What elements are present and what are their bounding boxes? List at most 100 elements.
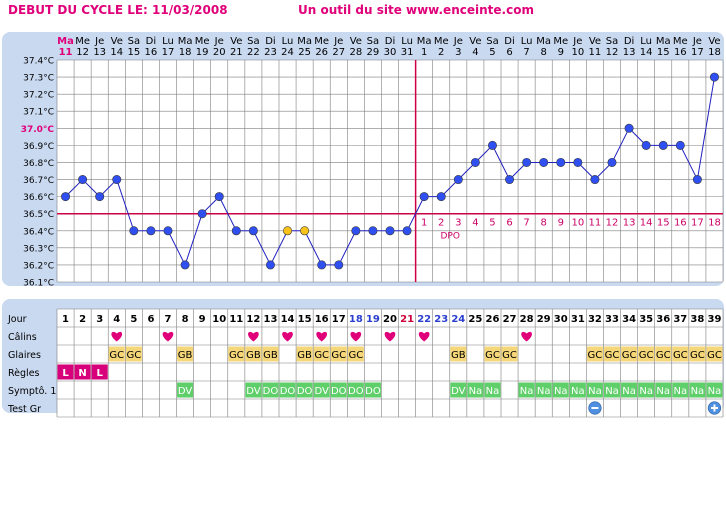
dpo-number: 7 [523, 218, 529, 229]
date-label: 20 [213, 47, 226, 58]
heart-icon [282, 331, 293, 342]
temperature-point [573, 157, 583, 167]
heart-icon [384, 331, 396, 342]
symptom-value: Na [486, 386, 500, 397]
weekday-label: Ma [178, 36, 193, 47]
site-credit: Un outil du site www.enceinte.com [298, 3, 534, 17]
weekday-label: Sa [606, 36, 618, 47]
temperature-point [368, 226, 378, 236]
symptom-value: DO [297, 386, 313, 397]
day-number: 15 [298, 314, 312, 325]
y-tick-label: 36.6°C [23, 193, 54, 203]
day-number: 5 [130, 314, 137, 325]
weekday-label: Ve [589, 36, 601, 47]
date-label: 17 [162, 47, 175, 58]
weekday-label: Sa [128, 36, 140, 47]
day-number: 21 [400, 314, 414, 325]
heart-icon [418, 331, 430, 342]
symptom-value: Na [571, 386, 585, 397]
dpo-number: 2 [438, 218, 444, 229]
weekday-label: Ve [350, 36, 362, 47]
weekday-label: Je [453, 36, 463, 47]
date-label: 11 [589, 47, 602, 58]
y-tick-label: 37.0°C [21, 125, 55, 135]
row-label: Jour [7, 314, 27, 325]
row-label: Glaires [8, 350, 41, 361]
symptom-cell [279, 382, 296, 398]
day-number: 3 [96, 314, 103, 325]
dpo-number: 18 [708, 218, 721, 229]
symptom-value: DO [331, 386, 347, 397]
symptom-cell [706, 382, 723, 398]
symptom-value: Na [605, 386, 619, 397]
weekday-label: Lu [401, 36, 413, 47]
regles-value: L [97, 368, 104, 379]
date-label: 30 [384, 47, 397, 58]
date-label: 31 [401, 47, 414, 58]
glaires-cell [586, 346, 603, 362]
weekday-label: Lu [282, 36, 294, 47]
date-label: 9 [558, 47, 564, 58]
symptom-cell [313, 382, 330, 398]
glaires-value: GB [297, 350, 312, 361]
dpo-label: DPO [441, 232, 460, 242]
dpo-number: 4 [472, 218, 478, 229]
dpo-number: 12 [606, 218, 619, 229]
temperature-point [61, 192, 71, 202]
y-tick-label: 36.9°C [23, 142, 54, 152]
day-number: 25 [468, 314, 482, 325]
day-number: 32 [588, 314, 602, 325]
date-label: 25 [298, 47, 311, 58]
glaires-cell [108, 346, 125, 362]
symptom-cell [518, 382, 535, 398]
glaires-cell [262, 346, 279, 362]
day-number: 31 [571, 314, 585, 325]
glaires-value: GC [605, 350, 620, 361]
temperature-point [248, 226, 258, 236]
symptom-value: Na [691, 386, 705, 397]
temperature-point [78, 175, 88, 185]
dpo-number: 5 [489, 218, 495, 229]
dpo-number: 6 [506, 218, 512, 229]
glaires-value: GC [314, 350, 329, 361]
temperature-point [129, 226, 139, 236]
date-label: 21 [230, 47, 243, 58]
symptom-value: DO [263, 386, 279, 397]
row-label: Test Gr [7, 404, 41, 415]
temperature-point [487, 140, 497, 150]
date-label: 16 [145, 47, 158, 58]
temperature-point [112, 175, 122, 185]
weekday-label: Di [146, 36, 156, 47]
date-label: 5 [489, 47, 495, 58]
glaires-cell [655, 346, 672, 362]
temperature-point [197, 209, 207, 219]
heart-icon [248, 331, 259, 342]
heart-icon [350, 331, 362, 342]
regles-cell [74, 364, 91, 380]
temperature-point [351, 226, 361, 236]
symptom-cell [689, 382, 706, 398]
day-number: 18 [349, 314, 363, 325]
date-label: 1 [421, 47, 427, 58]
glaires-value: GB [263, 350, 278, 361]
weekday-label: Lu [521, 36, 533, 47]
temperature-point [692, 175, 702, 185]
y-tick-label: 36.7°C [23, 176, 54, 186]
weekday-label: Ma [417, 36, 432, 47]
glaires-value: GC [690, 350, 705, 361]
y-tick-label: 37.3°C [23, 74, 54, 84]
glaires-value: GC [673, 350, 688, 361]
date-label: 16 [674, 47, 687, 58]
temperature-point [453, 175, 463, 185]
temperature-point [658, 140, 668, 150]
day-number: 6 [147, 314, 154, 325]
day-number: 29 [537, 314, 551, 325]
date-label: 24 [281, 47, 294, 58]
heart-icon [162, 331, 174, 342]
day-number: 36 [656, 314, 670, 325]
date-label: 27 [332, 47, 345, 58]
glaires-cell [603, 346, 621, 362]
glaires-value: GC [348, 350, 363, 361]
y-tick-label: 37.1°C [23, 108, 54, 118]
glaires-cell [501, 346, 518, 362]
